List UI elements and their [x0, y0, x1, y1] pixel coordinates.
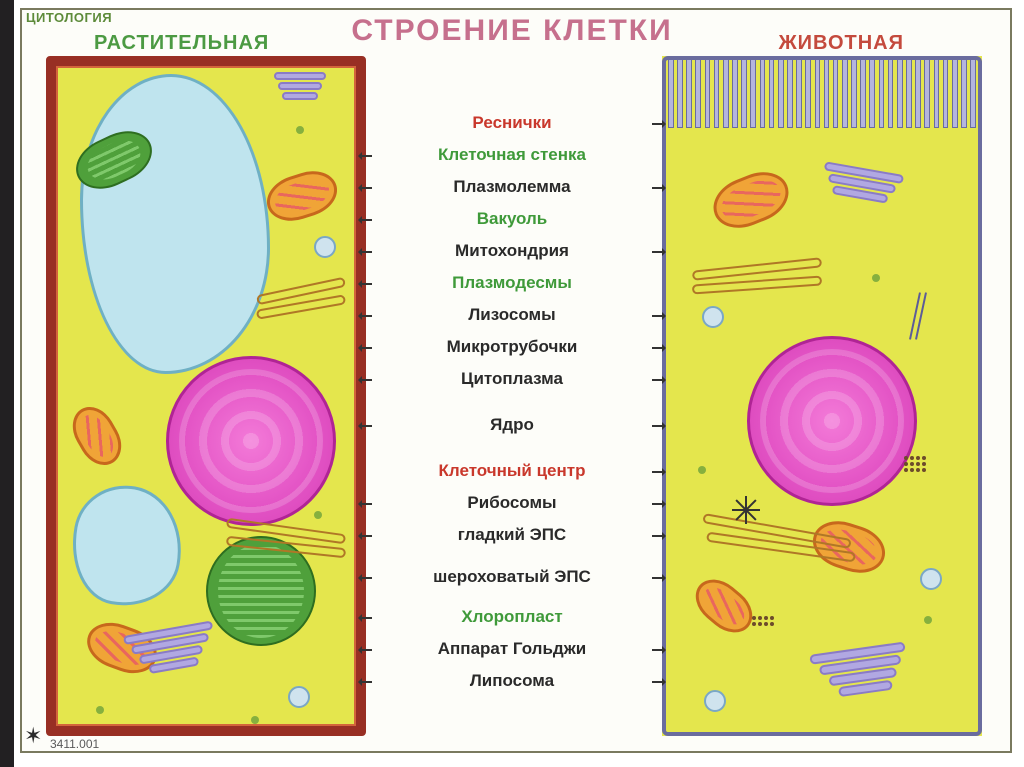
label-text: Хлоропласт — [461, 607, 562, 626]
ribosome-dot — [924, 616, 932, 624]
label-text: Вакуоль — [477, 209, 547, 228]
label-cytoplasm: Цитоплазма — [372, 364, 652, 394]
nucleus — [747, 336, 917, 506]
nucleus — [166, 356, 336, 526]
golgi-apparatus — [123, 619, 220, 680]
label-text: Липосома — [470, 671, 554, 690]
subtitle-plant: РАСТИТЕЛЬНАЯ — [94, 32, 269, 55]
ribosome-dot — [872, 274, 880, 282]
plant-cell-panel — [46, 56, 366, 736]
label-text: Плазмодесмы — [452, 273, 572, 292]
label-text: Микротрубочки — [447, 337, 578, 356]
label-text: Плазмолемма — [453, 177, 570, 196]
label-vacuole: Вакуоль — [372, 204, 652, 234]
ribosome-dot — [314, 511, 322, 519]
mitochondrion — [261, 164, 343, 228]
label-golgi: Аппарат Гольджи — [372, 634, 652, 664]
lysosome — [702, 306, 724, 328]
ribosome-dot — [698, 466, 706, 474]
label-rough_er: шероховатый ЭПС — [372, 562, 652, 592]
label-cilia: Реснички — [372, 108, 652, 138]
lysosome — [920, 568, 942, 590]
ribosome-cluster — [752, 616, 774, 626]
label-text: Рибосомы — [467, 493, 556, 512]
label-nucleus: Ядро — [372, 410, 652, 440]
label-text: Лизосомы — [468, 305, 555, 324]
vacuole — [62, 477, 191, 614]
ribosome-dot — [296, 126, 304, 134]
label-plasmodesmata: Плазмодесмы — [372, 268, 652, 298]
ribosome-dot — [251, 716, 259, 724]
lysosome — [314, 236, 336, 258]
liposome — [288, 686, 310, 708]
label-liposome: Липосома — [372, 666, 652, 696]
label-plasmalemma: Плазмолемма — [372, 172, 652, 202]
ribosome-dot — [96, 706, 104, 714]
label-mitochondrion: Митохондрия — [372, 236, 652, 266]
label-text: Аппарат Гольджи — [438, 639, 586, 658]
label-cell_wall: Клеточная стенка — [372, 140, 652, 170]
label-text: Ядро — [490, 415, 534, 434]
label-centrosome: Клеточный центр — [372, 456, 652, 486]
golgi-apparatus — [274, 70, 326, 102]
vacuole — [80, 74, 270, 374]
label-text: Митохондрия — [455, 241, 569, 260]
label-text: Клеточный центр — [439, 461, 586, 480]
label-text: Цитоплазма — [461, 369, 563, 388]
label-text: гладкий ЭПС — [458, 525, 566, 544]
ribosome-cluster — [904, 456, 926, 472]
label-text: шероховатый ЭПС — [433, 567, 591, 586]
label-text: Клеточная стенка — [438, 145, 586, 164]
label-microtubules: Микротрубочки — [372, 332, 652, 362]
labels-column: Реснички Клеточная стенка Плазмолемма Вакуо… — [372, 108, 652, 696]
label-smooth_er: гладкий ЭПС — [372, 520, 652, 550]
mitochondrion — [64, 399, 130, 473]
liposome — [704, 690, 726, 712]
animal-cell-panel — [662, 56, 982, 736]
serial-number: 3411.001 — [50, 737, 99, 751]
label-ribosomes: Рибосомы — [372, 488, 652, 518]
centrosome — [732, 496, 760, 524]
label-lysosomes: Лизосомы — [372, 300, 652, 330]
label-text: Реснички — [472, 113, 551, 132]
label-chloroplast: Хлоропласт — [372, 602, 652, 632]
subtitle-animal: ЖИВОТНАЯ — [779, 32, 904, 55]
star-icon: ✶ — [24, 723, 42, 749]
